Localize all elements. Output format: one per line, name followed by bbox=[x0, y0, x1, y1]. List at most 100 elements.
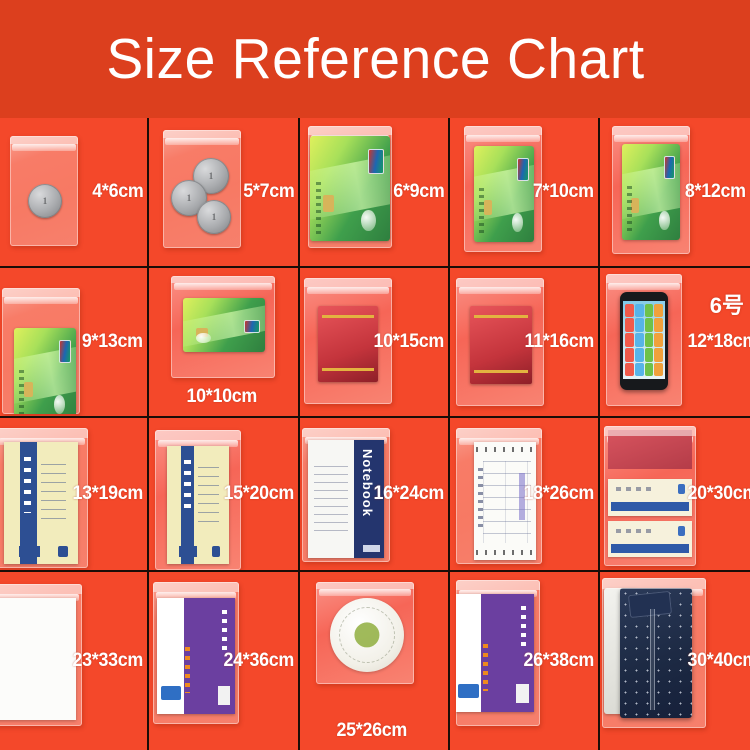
size-label: 16*24cm bbox=[373, 483, 444, 504]
form-sheet bbox=[608, 521, 692, 558]
envelope-text-lines bbox=[198, 467, 220, 529]
size-cell-16x24[interactable]: Notebook 16*24cm bbox=[300, 418, 450, 572]
document-envelope bbox=[167, 446, 229, 564]
zip-bag bbox=[456, 580, 540, 726]
plate-logo-icon bbox=[354, 622, 380, 648]
envelope-orange-text bbox=[482, 643, 488, 691]
form-text bbox=[616, 487, 655, 492]
size-label: 15*20cm bbox=[223, 483, 294, 504]
card-chip-icon bbox=[23, 381, 33, 398]
express-envelope bbox=[157, 598, 235, 714]
size-label: 12*18cm bbox=[687, 331, 750, 352]
size-cell-15x20[interactable]: 15*20cm bbox=[149, 418, 300, 572]
bank-card bbox=[183, 298, 265, 352]
form-stack bbox=[608, 430, 692, 560]
size-cell-11x16[interactable]: 11*16cm bbox=[450, 268, 600, 418]
zip-bag bbox=[155, 430, 241, 570]
doc-highlight bbox=[519, 472, 525, 520]
coin-face-label: 1 bbox=[186, 193, 192, 203]
notebook: Notebook bbox=[308, 440, 384, 558]
envelope-white-text bbox=[521, 605, 526, 651]
bank-card bbox=[622, 144, 680, 240]
envelope-ticks bbox=[183, 460, 191, 515]
zip-bag bbox=[602, 578, 706, 728]
size-cell-24x36[interactable]: 24*36cm bbox=[149, 572, 300, 750]
zip-bag bbox=[308, 126, 392, 248]
plate-ring bbox=[338, 606, 396, 664]
zip-bag bbox=[456, 278, 544, 406]
unionpay-logo-icon bbox=[243, 319, 261, 333]
size-label: 13*19cm bbox=[72, 483, 143, 504]
form-logo-icon bbox=[677, 484, 686, 494]
zip-bag bbox=[304, 278, 392, 404]
size-cell-18x26[interactable]: 18*26cm bbox=[450, 418, 600, 572]
zip-bag: Notebook bbox=[302, 428, 390, 562]
red-envelope bbox=[318, 306, 378, 382]
zip-bag bbox=[2, 288, 80, 414]
size-cell-20x30[interactable]: 20*30cm bbox=[600, 418, 750, 572]
envelope-logo-icon bbox=[58, 545, 68, 557]
bank-card bbox=[474, 146, 534, 242]
envelope-barcode-area bbox=[516, 683, 530, 703]
size-grid: 1 4*6cm 1 1 1 5*7cm 6*9cm bbox=[0, 118, 750, 750]
doc-side-text bbox=[477, 467, 483, 530]
form-blue-bar bbox=[611, 501, 689, 512]
size-cell-5x7[interactable]: 1 1 1 5*7cm bbox=[149, 118, 300, 268]
size-label: 8*12cm bbox=[685, 181, 746, 202]
size-cell-10x15[interactable]: 10*15cm bbox=[300, 268, 450, 418]
size-cell-10x10[interactable]: 10*10cm bbox=[149, 268, 300, 418]
size-cell-30x40[interactable]: 30*40cm bbox=[600, 572, 750, 750]
card-text-glyphs bbox=[18, 370, 24, 414]
zip-bag bbox=[606, 274, 682, 406]
size-label: 24*36cm bbox=[223, 650, 294, 671]
doc-perforation-bottom bbox=[476, 550, 534, 556]
size-label: 20*30cm bbox=[687, 483, 750, 504]
size-cell-6x9[interactable]: 6*9cm bbox=[300, 118, 450, 268]
card-text-glyphs bbox=[316, 182, 322, 235]
size-label: 10*15cm bbox=[373, 331, 444, 352]
shirt-placket bbox=[650, 608, 656, 711]
folded-shirt bbox=[620, 588, 692, 718]
envelope-logo-icon bbox=[212, 546, 221, 557]
size-cell-23x33[interactable]: 23*33cm bbox=[0, 572, 149, 750]
card-hologram-icon bbox=[659, 211, 670, 231]
doc-perforation-top bbox=[476, 446, 534, 452]
card-hologram-icon bbox=[53, 395, 65, 414]
size-label: 26*38cm bbox=[523, 650, 594, 671]
zip-bag bbox=[171, 276, 275, 378]
envelope-ticks bbox=[23, 456, 31, 513]
coin-face-label: 1 bbox=[42, 196, 48, 206]
zip-bag: 1 bbox=[10, 136, 78, 246]
size-label: 6*9cm bbox=[392, 181, 445, 202]
notebook-ruled-lines bbox=[314, 465, 348, 537]
size-cell-9x13[interactable]: 9*13cm bbox=[0, 268, 149, 418]
size-cell-4x6[interactable]: 1 4*6cm bbox=[0, 118, 149, 268]
zip-bag: 1 1 1 bbox=[163, 130, 241, 248]
size-cell-26x38[interactable]: 26*38cm bbox=[450, 572, 600, 750]
page-title: Size Reference Chart bbox=[105, 26, 645, 91]
size-cell-13x19[interactable]: 13*19cm bbox=[0, 418, 149, 572]
card-chip-icon bbox=[631, 197, 640, 214]
size-label: 23*33cm bbox=[72, 650, 143, 671]
size-cell-8x12[interactable]: 8*12cm bbox=[600, 118, 750, 268]
size-cell-12x18[interactable]: 6号 12*18cm bbox=[600, 268, 750, 418]
card-chip-icon bbox=[196, 328, 208, 337]
coin-face-label: 1 bbox=[208, 171, 214, 181]
coin-icon: 1 bbox=[197, 200, 231, 234]
envelope-barcode-area bbox=[217, 686, 231, 705]
size-label: 25*26cm bbox=[336, 720, 408, 741]
blank-paper bbox=[0, 598, 76, 720]
card-hologram-icon bbox=[512, 213, 524, 233]
size-cell-25x26[interactable]: 25*26cm bbox=[300, 572, 450, 750]
zip-bag bbox=[153, 582, 239, 724]
zip-bag bbox=[316, 582, 414, 684]
card-text-glyphs bbox=[626, 186, 632, 235]
size-label: 9*13cm bbox=[82, 331, 143, 352]
size-label: 5*7cm bbox=[242, 181, 295, 202]
page-header: Size Reference Chart bbox=[0, 0, 750, 118]
unionpay-logo-icon bbox=[367, 148, 384, 174]
unionpay-logo-icon bbox=[58, 339, 72, 363]
coin-face-label: 1 bbox=[211, 212, 217, 222]
size-cell-7x10[interactable]: 7*10cm bbox=[450, 118, 600, 268]
